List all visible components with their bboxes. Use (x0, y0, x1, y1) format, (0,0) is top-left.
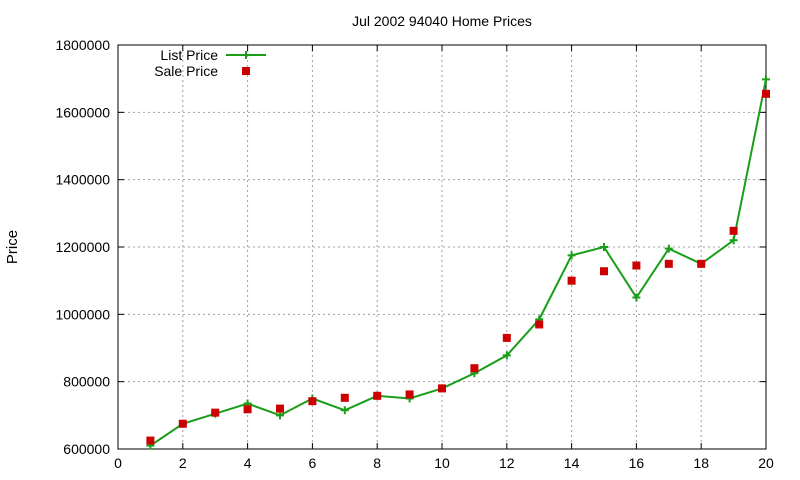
list-price-line (149, 79, 767, 447)
sale-price-point (502, 333, 511, 342)
x-tick-label: 6 (309, 455, 317, 471)
x-tick-label: 18 (693, 455, 709, 471)
sale-price-point (276, 404, 284, 413)
y-tick-label: 1200000 (55, 239, 110, 255)
x-tick-label: 20 (758, 455, 774, 471)
sale-price-point (211, 408, 220, 417)
series-layer (146, 75, 770, 450)
sale-price-point (373, 391, 382, 400)
list-price-point (502, 351, 511, 360)
chart-title: Jul 2002 94040 Home Prices (352, 13, 532, 29)
sale-price-point (535, 320, 544, 329)
sale-price-point (470, 364, 479, 373)
sale-price-point (340, 393, 349, 402)
sale-price-point (632, 261, 641, 270)
x-tick-label: 16 (629, 455, 645, 471)
sale-price-point (243, 405, 252, 414)
x-tick-label: 8 (373, 455, 381, 471)
list-price-point (340, 406, 349, 415)
sale-price-point (664, 259, 673, 268)
x-tick-label: 0 (114, 455, 122, 471)
y-tick-label: 1600000 (55, 104, 110, 120)
x-tick-label: 2 (179, 455, 187, 471)
y-tick-label: 1400000 (55, 172, 110, 188)
list-price-point (762, 75, 770, 84)
y-tick-label: 800000 (63, 374, 110, 390)
sale-price-point (697, 259, 706, 268)
y-axis-label: Price (4, 230, 21, 264)
sale-price-point (178, 419, 187, 428)
list-price-point (276, 411, 284, 420)
grid-lines (118, 45, 766, 449)
list-price-point (600, 243, 608, 251)
sale-price-point (729, 226, 738, 235)
legend-label-sale-price: Sale Price (154, 63, 218, 79)
sale-price-point (146, 436, 155, 445)
sale-price-point (405, 390, 414, 399)
y-tick-label: 600000 (63, 441, 110, 457)
legend-swatch-sale-price-marker (242, 67, 250, 75)
list-price-point (567, 251, 576, 260)
sale-price-point (438, 384, 446, 393)
legend-swatch-list-price-marker (242, 51, 250, 59)
list-price-point (664, 244, 673, 253)
list-price-point (729, 236, 738, 245)
legend: List Price Sale Price (154, 47, 266, 79)
sale-price-point (308, 397, 317, 406)
x-tick-label: 10 (434, 455, 450, 471)
sale-price-point (567, 276, 576, 285)
sale-price-point (600, 267, 608, 276)
list-price-point (632, 293, 641, 302)
axis-ticks: 0 2 4 6 8 10 12 14 16 18 20 600000 800000 1000000 1200… (55, 37, 774, 471)
y-tick-label: 1800000 (55, 37, 110, 53)
x-tick-label: 14 (564, 455, 580, 471)
legend-label-list-price: List Price (160, 47, 218, 63)
sale-price-point (762, 89, 770, 98)
y-tick-label: 1000000 (55, 306, 110, 322)
x-tick-label: 4 (244, 455, 252, 471)
x-tick-label: 12 (499, 455, 515, 471)
